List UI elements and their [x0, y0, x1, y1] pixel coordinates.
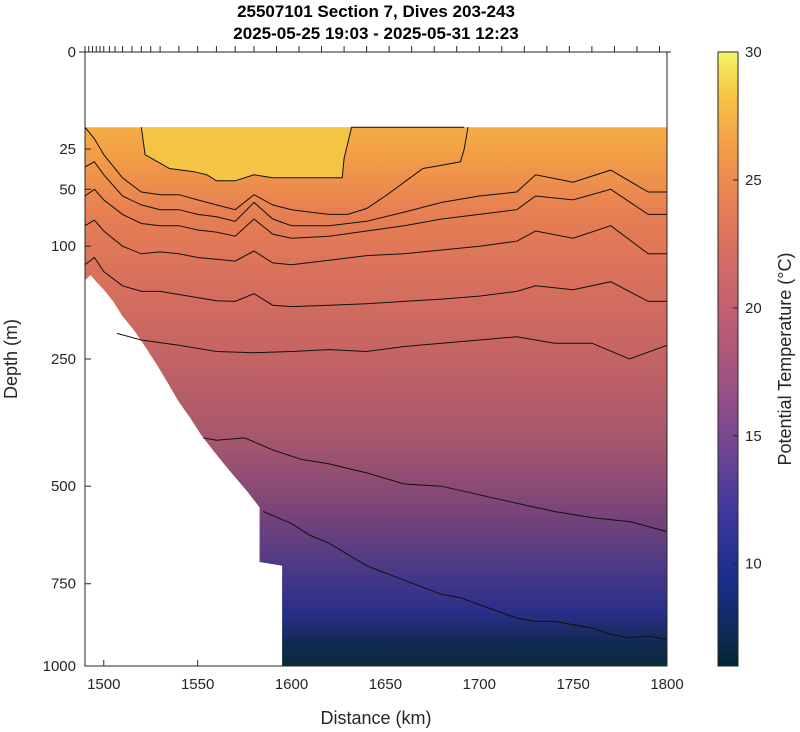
contour-25: [85, 126, 469, 215]
x-tick-label: 1700: [463, 676, 496, 693]
chart-title: 25507101 Section 7, Dives 203-243: [237, 2, 515, 21]
x-tick-label: 1800: [650, 676, 683, 693]
y-axis: 0 25 50 100 250 500 750 1000: [43, 44, 91, 675]
warm-surface-layer: [141, 127, 465, 181]
y-tick-label: 100: [51, 238, 76, 255]
chart-subtitle: 2025-05-25 19:03 - 2025-05-31 12:23: [233, 24, 518, 43]
y-axis-label: Depth (m): [1, 319, 21, 399]
colorbar-tick-label: 20: [745, 300, 762, 317]
y-tick-label: 1000: [43, 658, 76, 675]
colorbar-tick-label: 10: [745, 556, 762, 573]
x-tick-label: 1650: [369, 676, 402, 693]
contour-21: [85, 256, 667, 308]
temperature-field: [85, 127, 667, 666]
x-axis-label: Distance (km): [320, 708, 431, 728]
warm-core-region: [141, 127, 465, 181]
y-tick-label: 0: [68, 44, 76, 61]
contour-24: [85, 161, 667, 227]
x-tick-label: 1750: [556, 676, 589, 693]
x-tick-label: 1550: [181, 676, 214, 693]
y-tick-label: 50: [59, 181, 76, 198]
x-tick-label: 1500: [87, 676, 120, 693]
contour-15: [263, 511, 667, 640]
y-tick-label: 750: [51, 576, 76, 593]
colorbar-tick-label: 30: [745, 44, 762, 61]
contour-18: [203, 437, 667, 532]
contour-26: [140, 126, 465, 182]
colorbar-tick-label: 25: [745, 172, 762, 189]
dive-markers: [79, 46, 671, 53]
colorbar-axis: 10 15 20 25 30: [733, 44, 762, 573]
y-tick-label: 25: [59, 141, 76, 158]
colorbar-tick-label: 15: [745, 428, 762, 445]
y-tick-label: 250: [51, 351, 76, 368]
colorbar: [717, 51, 739, 667]
x-axis: 1500 1550 1600 1650 1700 1750 1800: [87, 660, 684, 693]
colorbar-label: Potential Temperature (°C): [775, 253, 795, 466]
y-tick-label: 500: [51, 478, 76, 495]
contour-22: [85, 219, 667, 266]
contour-lines: [85, 126, 667, 640]
contour-20: [116, 332, 667, 360]
contour-23: [85, 188, 667, 239]
x-tick-label: 1600: [275, 676, 308, 693]
